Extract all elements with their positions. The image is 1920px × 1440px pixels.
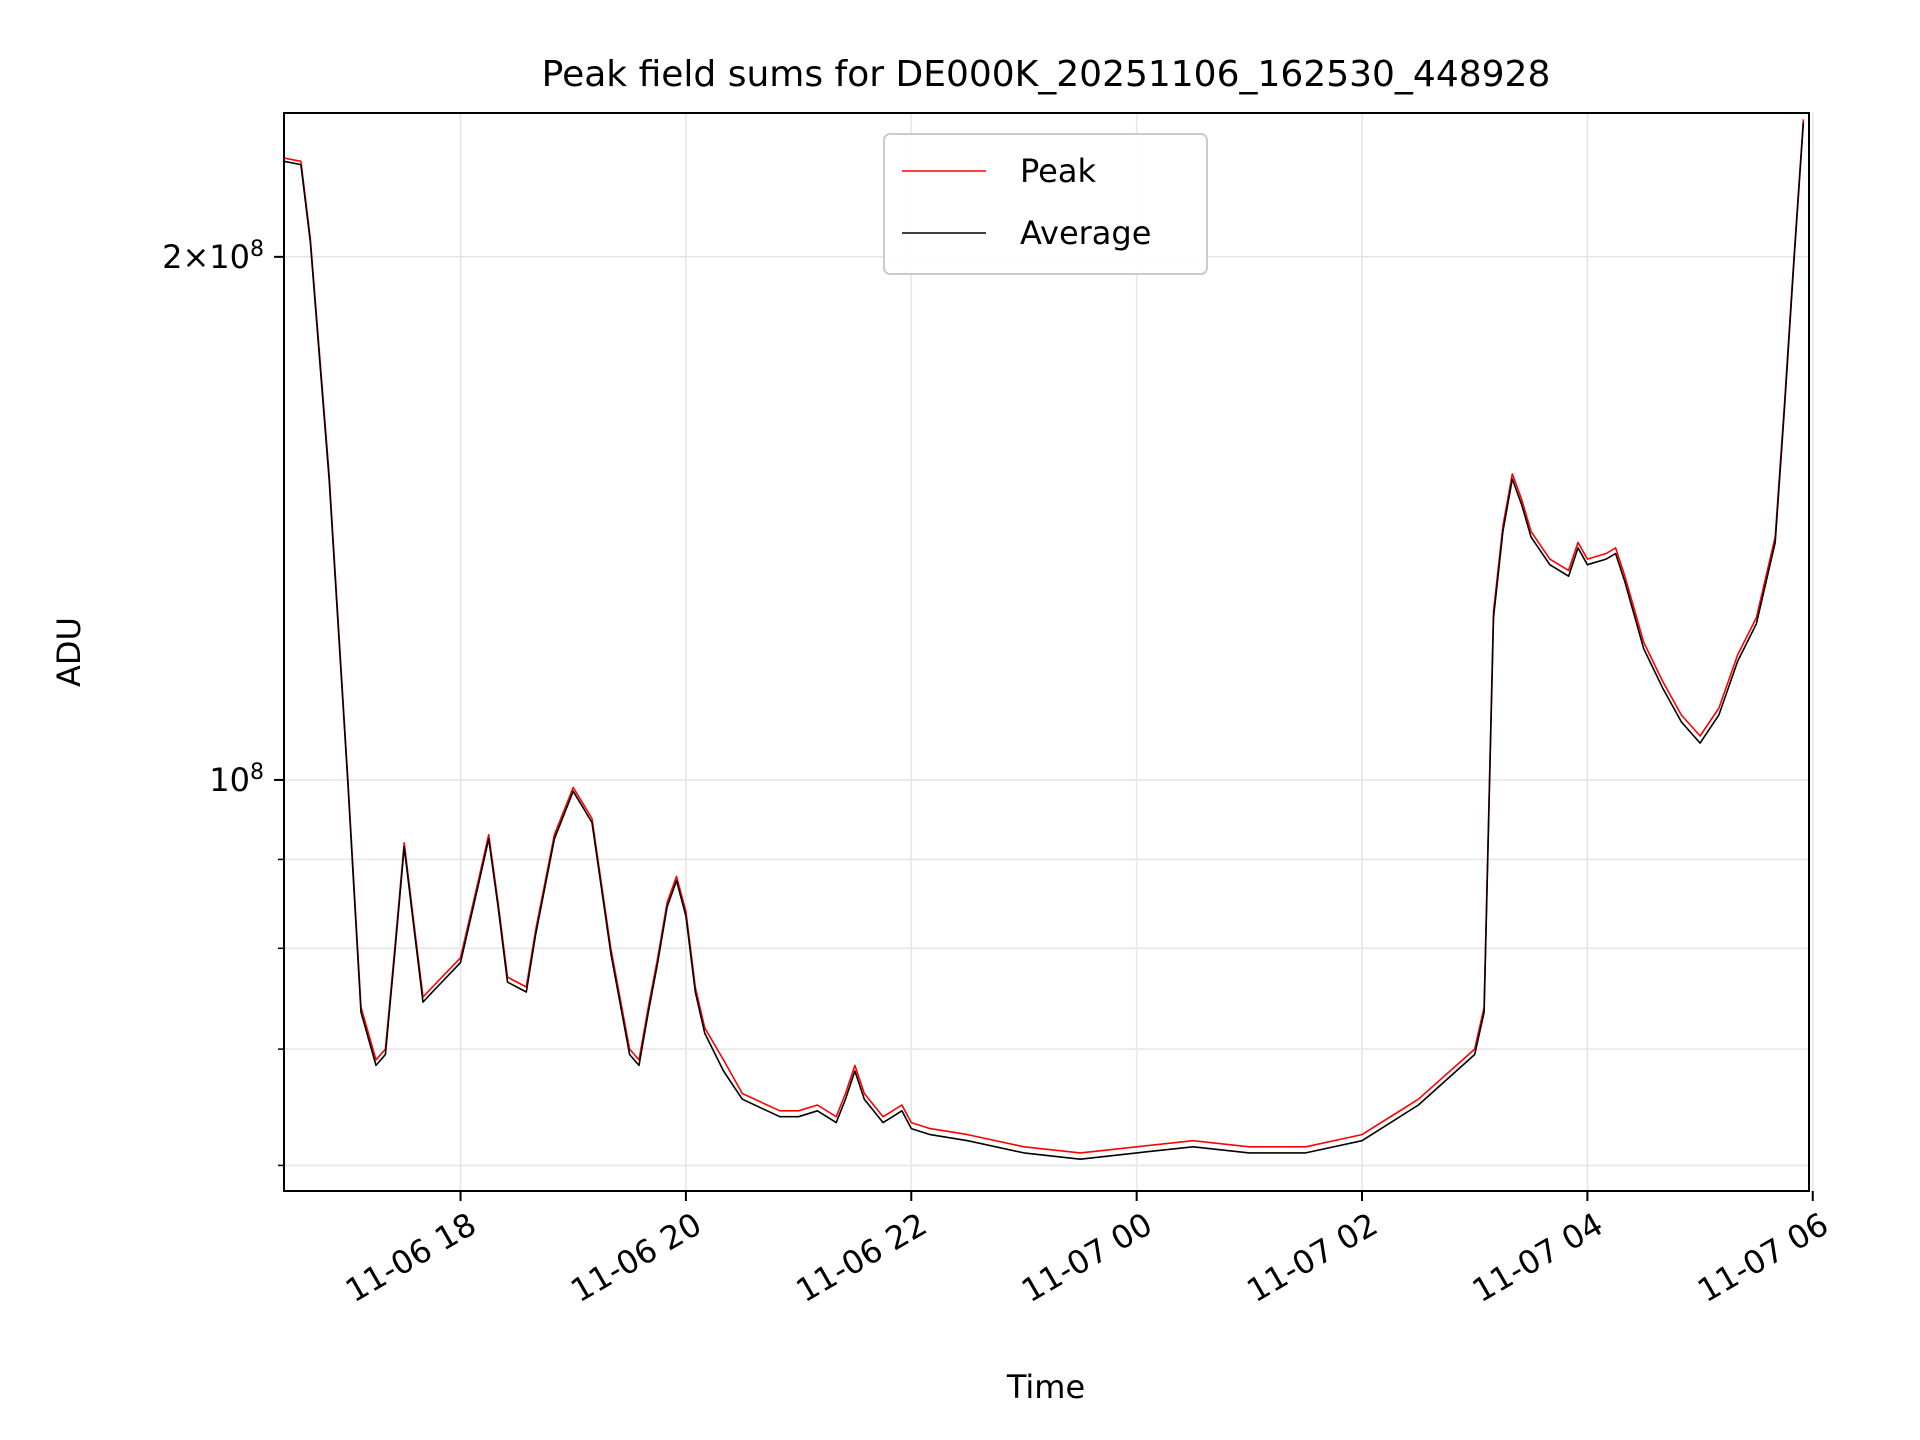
legend-box (883, 133, 1208, 275)
y-tick-mantissa: 10 (209, 761, 250, 799)
series-line-peak (284, 119, 1805, 1154)
y-tick-mantissa: 2×10 (162, 238, 250, 276)
y-tick-exponent: 8 (250, 236, 264, 261)
series-line-average (284, 122, 1805, 1160)
series-layer (284, 119, 1805, 1160)
y-axis-label: ADU (50, 617, 88, 687)
x-axis-label: Time (1006, 1368, 1085, 1406)
y-tick-label: 108 (209, 759, 264, 799)
legend: Peak Average (883, 133, 1208, 275)
y-tick-exponent: 8 (250, 759, 264, 784)
legend-label-peak: Peak (1020, 152, 1096, 190)
chart-title: Peak field sums for DE000K_20251106_1625… (542, 54, 1551, 95)
y-tick-label: 2×108 (162, 236, 264, 276)
plot-frame (283, 112, 1810, 1192)
grid (284, 113, 1814, 1191)
legend-label-average: Average (1020, 214, 1151, 252)
